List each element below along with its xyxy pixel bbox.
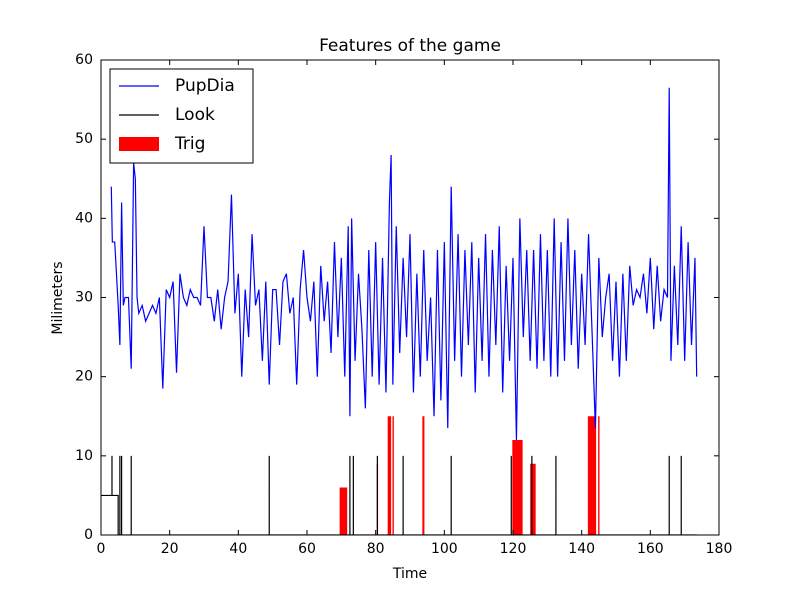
y-tick-label: 60 xyxy=(75,52,93,68)
x-tick-label: 180 xyxy=(706,541,733,557)
legend-swatch xyxy=(119,137,159,151)
y-tick-label: 40 xyxy=(75,210,93,226)
legend-label: Trig xyxy=(174,134,205,154)
trig-bar xyxy=(512,440,523,535)
plot-area xyxy=(101,87,698,535)
y-tick-label: 10 xyxy=(75,448,93,464)
x-tick-label: 100 xyxy=(431,541,458,557)
series-line xyxy=(110,87,698,441)
x-tick-label: 60 xyxy=(298,541,316,557)
chart-title: Features of the game xyxy=(319,36,501,56)
x-tick-label: 20 xyxy=(161,541,179,557)
x-tick-label: 80 xyxy=(367,541,385,557)
x-axis-label: Time xyxy=(392,566,427,582)
legend-label: PupDia xyxy=(175,76,235,96)
trig-bar xyxy=(530,463,536,535)
legend-label: Look xyxy=(175,105,215,125)
trig-bar xyxy=(587,416,597,535)
x-tick-label: 140 xyxy=(568,541,595,557)
y-axis-label: Milimeters xyxy=(50,261,66,334)
trig-bar xyxy=(392,416,394,535)
x-tick-label: 160 xyxy=(637,541,664,557)
y-tick-label: 20 xyxy=(75,369,93,385)
x-tick-label: 120 xyxy=(500,541,527,557)
x-tick-label: 40 xyxy=(229,541,247,557)
y-tick-label: 30 xyxy=(75,290,93,306)
y-tick-label: 50 xyxy=(75,131,93,147)
trig-bar xyxy=(598,416,600,535)
trig-bar xyxy=(422,416,425,535)
trig-bar xyxy=(339,487,348,535)
trig-bar xyxy=(387,416,392,535)
y-tick-label: 0 xyxy=(84,527,93,543)
x-tick-label: 0 xyxy=(97,541,106,557)
